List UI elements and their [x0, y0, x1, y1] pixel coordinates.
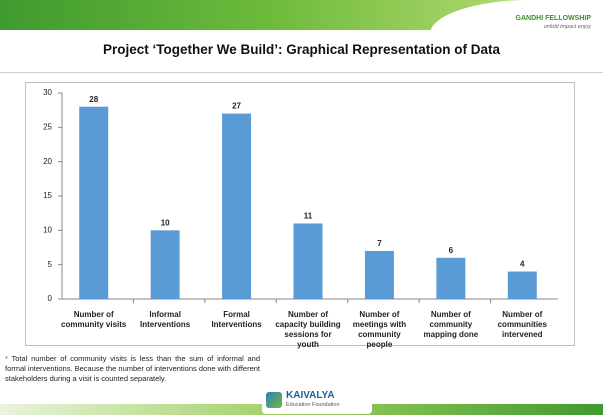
y-tick-label: 0: [48, 294, 53, 303]
y-tick-label: 10: [43, 225, 52, 234]
footer-logo: KAIVALYA Education Foundation: [262, 388, 372, 414]
data-label: 11: [304, 212, 313, 221]
data-label: 27: [232, 102, 241, 111]
x-tick-label: Formal Interventions: [211, 310, 262, 329]
logo-tagline: Education Foundation: [286, 402, 340, 408]
bar: [293, 223, 323, 299]
chart-frame: [25, 82, 575, 346]
logo-tagline: unfold impact enjoy: [543, 24, 591, 30]
x-tick-label: Number of community mapping done: [423, 310, 479, 339]
bar: [150, 230, 180, 299]
data-label: 6: [449, 246, 454, 255]
footnote: * Total number of community visits is le…: [5, 354, 260, 384]
y-tick-label: 25: [43, 122, 52, 131]
x-tick-label: Number of community visits: [61, 310, 127, 329]
data-label: 28: [89, 95, 98, 104]
bar: [79, 106, 109, 299]
logo-mark: [266, 392, 282, 408]
bar: [436, 257, 466, 299]
title-rule: [0, 72, 603, 73]
y-tick-label: 15: [43, 191, 52, 200]
y-tick-label: 5: [48, 260, 53, 269]
x-tick-label: Informal Interventions: [140, 310, 191, 329]
logo-text: GANDHI FELLOWSHIP: [515, 15, 591, 22]
bar: [364, 250, 394, 299]
header-logo: GANDHI FELLOWSHIP unfold impact enjoy: [516, 14, 591, 32]
footnote-marker: *: [5, 354, 8, 363]
bar: [222, 113, 252, 299]
data-label: 7: [377, 239, 382, 248]
chart-title: Project ‘Together We Build’: Graphical R…: [102, 42, 501, 57]
footnote-text: Total number of community visits is less…: [5, 354, 261, 383]
logo-text: KAIVALYA: [286, 390, 335, 401]
data-label: 4: [520, 260, 525, 269]
data-label: 10: [161, 218, 170, 227]
bar: [507, 271, 537, 299]
x-tick-label: Number of meetings with community people: [352, 310, 407, 349]
x-tick-label: Number of capacity building sessions for…: [275, 310, 341, 349]
x-tick-label: Number of communities intervened: [497, 310, 547, 339]
y-tick-label: 20: [43, 157, 52, 166]
y-tick-label: 30: [43, 88, 52, 97]
